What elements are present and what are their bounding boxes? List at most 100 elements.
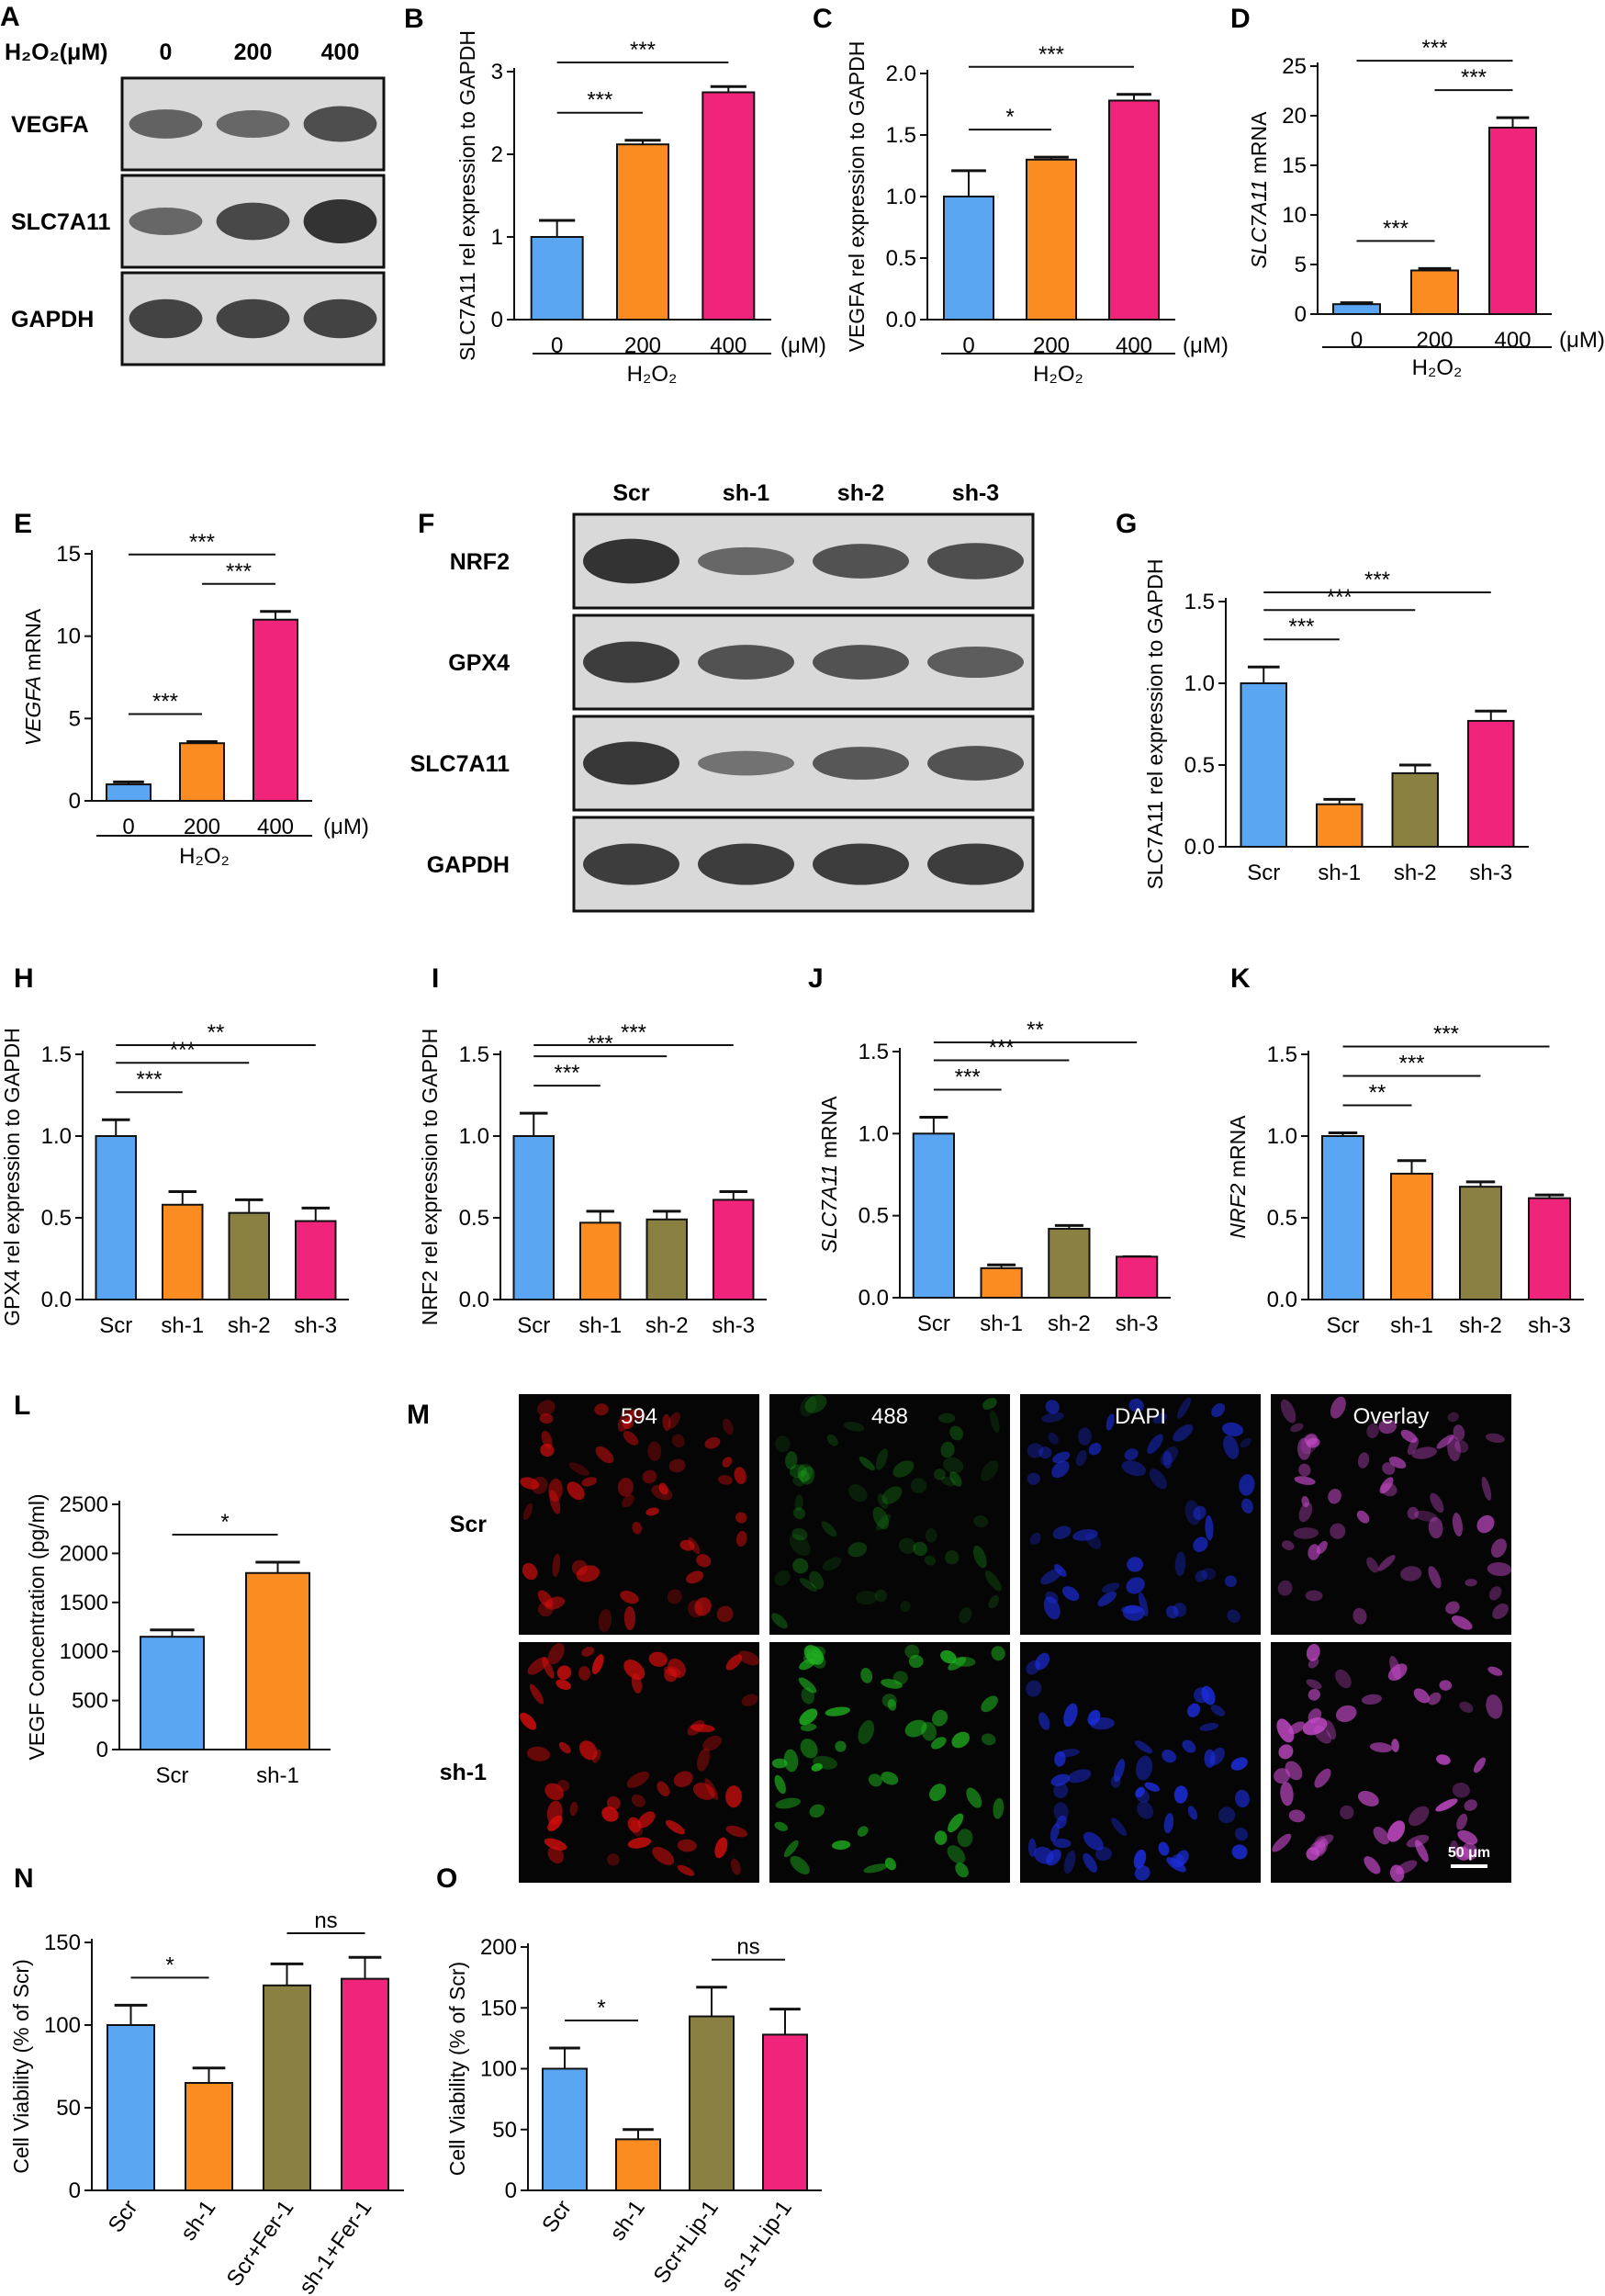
cell-nucleus [774,1821,788,1831]
y-tick-label: 1.0 [459,1124,489,1149]
lane-label: sh-1 [723,480,770,506]
cell-nucleus [1435,1798,1458,1812]
x-tick-label: 0 [122,815,134,839]
panel-label: M [407,1400,430,1430]
cell-nucleus [1389,1864,1405,1883]
cell-nucleus [804,1394,827,1413]
cell-nucleus [1193,1505,1207,1520]
y-tick-label: 0 [491,308,503,332]
cell-nucleus [1205,1514,1214,1541]
bar [713,1199,755,1301]
chart-panel-g: G 0.0 0.5 1.0 1.5 SLC7A11 rel expression to G… [1116,509,1529,890]
cell-nucleus [991,1646,1005,1661]
x-tick-label: Scr [537,2196,577,2237]
x-tick-label: Scr [104,2196,143,2237]
cell-nucleus [1293,1527,1319,1539]
cell-nucleus [1026,1680,1042,1697]
bar [107,2024,155,2191]
cell-nucleus [1029,1532,1041,1545]
cell-nucleus [1414,1510,1438,1522]
cell-nucleus [908,1654,924,1669]
cell-nucleus [1335,1705,1357,1723]
cell-nucleus [741,1694,758,1706]
x-tick-label: sh-1+Fer-1 [295,2196,377,2296]
cell-nucleus [1430,1492,1444,1514]
cell-nucleus [1072,1528,1098,1541]
cell-nucleus [1053,1783,1069,1798]
cell-nucleus [632,1521,642,1535]
cell-nucleus [848,1484,868,1503]
y-tick-label: 0 [96,1738,108,1762]
cell-nucleus [800,1739,818,1759]
cell-nucleus [1184,1500,1201,1525]
cell-nucleus [556,1779,570,1792]
cell-nucleus [800,1395,817,1417]
blot-band [583,641,679,683]
cell-nucleus [1373,1826,1390,1845]
unit-label: (μM) [323,815,369,839]
cell-nucleus [1325,1720,1336,1740]
y-tick-label: 3 [491,60,503,84]
cell-nucleus [737,1650,760,1666]
cell-nucleus [595,1446,614,1464]
bar [341,1977,389,2192]
cell-nucleus [696,1554,712,1568]
x-tick-label: 400 [1494,328,1531,353]
x-tick-label: sh-1 [256,1763,299,1788]
cell-nucleus [892,1671,908,1685]
cell-nucleus [1485,1433,1505,1444]
cell-nucleus [665,1819,685,1835]
y-tick-label: 1.5 [459,1042,489,1067]
bar [512,1135,555,1300]
cell-nucleus [1158,1841,1170,1856]
bar [1528,1197,1571,1301]
cell-nucleus [1054,1750,1066,1767]
panel-label: F [418,509,434,539]
lane-label: Scr [612,480,650,506]
cell-nucleus [735,1512,747,1524]
cell-nucleus [843,1422,865,1432]
cell-nucleus [1415,1840,1429,1863]
y-tick-label: 150 [44,1930,81,1955]
cell-nucleus [1063,1703,1078,1728]
cell-nucleus [1083,1852,1098,1873]
bar [106,783,152,802]
cell-nucleus [1447,1412,1459,1423]
cell-nucleus [526,1746,550,1761]
cell-nucleus [1224,1575,1237,1588]
micrograph-column-label: 488 [871,1404,908,1429]
y-tick-label: 2000 [60,1541,108,1566]
cell-nucleus [531,1476,548,1494]
cell-nucleus [792,1507,806,1520]
cell-nucleus [1111,1818,1128,1837]
cell-nucleus [835,1740,847,1752]
cell-nucleus [1135,1786,1145,1798]
bar [1391,771,1439,849]
blot-row-label: GAPDH [11,307,94,332]
cell-nucleus [1277,1580,1293,1596]
cell-nucleus [1357,1452,1370,1469]
cell-nucleus [542,1657,555,1679]
cell-nucleus [847,1542,868,1558]
micrograph-tile: Overlay [1271,1394,1512,1635]
blot-band [927,843,1024,885]
cell-nucleus [1272,1833,1292,1852]
cell-nucleus [677,1839,697,1852]
cell-nucleus [801,1687,815,1705]
y-tick-label: 2.0 [886,62,916,86]
y-tick-label: 50 [56,2096,81,2121]
cell-nucleus [1075,1450,1087,1467]
blot-band [583,843,679,885]
y-tick-label: 15 [56,542,81,567]
cell-nucleus [718,1475,733,1485]
x-tick-label: sh-1 [1390,1313,1433,1338]
x-tick-label: sh-2 [645,1313,689,1338]
cell-nucleus [1288,1809,1306,1823]
cell-nucleus [1459,1701,1474,1713]
cell-nucleus [798,1677,817,1694]
cell-nucleus [881,1486,903,1504]
cell-nucleus [617,1477,634,1497]
cell-nucleus [1447,1435,1461,1462]
y-tick-label: 0 [69,789,81,814]
